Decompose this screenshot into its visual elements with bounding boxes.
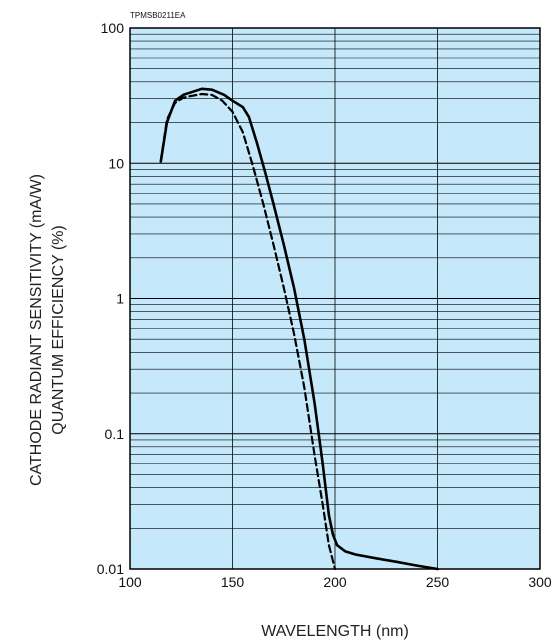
y-tick-label: 1 [116, 291, 124, 307]
y-axis-label-line1: CATHODE RADIANT SENSITIVITY (mA/W) [28, 174, 45, 486]
x-axis-label: WAVELENGTH (nm) [261, 623, 409, 640]
x-tick-label: 300 [528, 574, 552, 590]
plot-frame [129, 27, 541, 570]
y-axis-label-line2: QUANTUM EFFICIENCY (%) [50, 225, 67, 434]
y-tick-label: 10 [108, 155, 124, 171]
y-ticks: 0.01 0.1 1 10 100 [97, 20, 124, 577]
x-tick-label: 100 [118, 574, 142, 590]
y-tick-label: 100 [101, 20, 125, 36]
x-ticks: 100 150 200 250 300 [118, 574, 552, 590]
y-tick-label: 0.1 [105, 426, 125, 442]
grid [130, 28, 540, 569]
x-tick-label: 150 [221, 574, 245, 590]
x-tick-label: 200 [323, 574, 347, 590]
series-layer [159, 87, 439, 571]
series-line-solid [159, 87, 439, 571]
x-tick-label: 250 [426, 574, 450, 590]
chart-code: TPMSB0211EA [130, 11, 186, 20]
series-line-dashed [159, 92, 337, 571]
y-tick-label: 0.01 [97, 561, 124, 577]
